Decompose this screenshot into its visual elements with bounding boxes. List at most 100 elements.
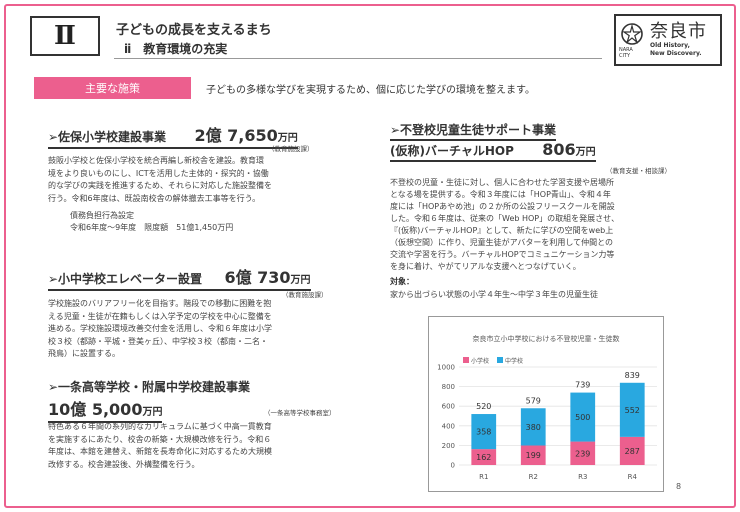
ichijo-project-amount-block: 10億 5,000万円: [48, 396, 163, 423]
ichijo-project-unit: 万円: [142, 407, 163, 418]
elevator-project-amount: 6億 730: [224, 268, 291, 287]
logo-city-text: NARA CITY: [619, 47, 633, 59]
futoko-body-line: となる場を提供する。令和３年度には「HOP青山」、令和４年: [390, 190, 611, 199]
saho-body-line: 境をより良いものにし、ICTを活用した主体的・探究的・協働: [48, 168, 269, 178]
ichijo-body-line: 改修する。校舎建設後、外構整備を行う。: [48, 459, 200, 469]
total-label: 579: [526, 396, 541, 405]
saho-project-unit: 万円: [277, 133, 298, 144]
bar: [619, 436, 645, 465]
y-tick-label: 800: [442, 383, 455, 391]
saho-project-body: 鼓阪小学校と佐保小学校を統合再編し新校舎を建設。教育環 境をより良いものにし、I…: [48, 155, 348, 205]
ichijo-body-line: 年度は、本館を建替え、新館を長寿命化に対応するため大規模: [48, 447, 272, 456]
futoko-body-line: （仮想空間）に作り、児童生徒がアバターを利用して仲間との: [390, 238, 614, 247]
logo-tagline-1: Old History,: [650, 42, 690, 49]
y-tick-label: 600: [442, 403, 455, 411]
elevator-project-body: 学校施設のバリアフリー化を目指す。階段での移動に困難を抱 える児童・生徒が在籍も…: [48, 298, 348, 361]
total-label: 839: [625, 371, 640, 380]
y-tick-label: 1000: [437, 364, 455, 372]
saho-project-amount: 2億 7,650: [194, 126, 278, 145]
bar-value-label: 552: [625, 406, 640, 415]
futoko-body-line: した。令和６年度は、従来の「Web HOP」の取組を発展させ、: [390, 214, 620, 223]
futoko-body-line: を身に着け、やがてリアルな支援へとつなげていく。: [390, 262, 581, 271]
x-tick-label: R3: [578, 473, 587, 481]
ichijo-project-body: 特色ある６年間の系列的なカリキュラムに基づく中高一貫教育 を実施するにあたり、校…: [48, 421, 348, 471]
futoko-project-body: 不登校の児童・生徒に対し、個人に合わせた学習支援や居場所 となる場を提供する。令…: [390, 177, 690, 273]
section-number: Ⅱ: [30, 16, 100, 56]
bar: [520, 445, 546, 465]
logo-name: 奈良市: [650, 21, 707, 42]
bar-value-label: 239: [575, 449, 590, 458]
futoko-body-line: 交流や学習を行う。バーチャルHOPでコミュニケーション力等: [390, 250, 615, 259]
futoko-target: 家から出づらい状態の小学４年生～中学３年生の児童生徒: [390, 290, 598, 299]
futoko-project-unit: 万円: [575, 147, 596, 158]
elevator-project-unit: 万円: [290, 275, 311, 286]
bar-value-label: 287: [625, 447, 640, 456]
legend-swatch: [463, 357, 469, 363]
bar: [520, 408, 546, 446]
futoko-project-heading-2: (仮称)バーチャルHOP 806万円: [390, 140, 596, 162]
legend-label: 中学校: [505, 357, 523, 365]
bar-value-label: 358: [476, 428, 491, 437]
saho-project-dept: （教育施設課）: [268, 145, 314, 153]
ichijo-body-line: を実施するにあたり、校舎の新築・大規模改修を行う。令和６: [48, 434, 272, 444]
bar-value-label: 380: [526, 423, 541, 432]
futoko-project-name2: (仮称)バーチャルHOP: [390, 144, 514, 158]
page-subtitle: ⅱ 教育環境の充実: [124, 42, 228, 56]
elevator-project-heading: ➢小中学校エレベーター設置 6億 730万円: [48, 264, 311, 291]
legend-label: 小学校: [471, 357, 489, 365]
page-frame: [4, 4, 736, 508]
saho-project-name: ➢佐保小学校建設事業: [48, 130, 167, 144]
futoko-body-line: 『(仮称)バーチャルHOP』として、新たに学びの空間をweb上: [390, 226, 614, 235]
x-tick-label: R1: [479, 473, 488, 481]
ichijo-project-dept: （一条高等学校事務室）: [264, 409, 336, 417]
elevator-body-line: 校３校（都跡・平城・登美ヶ丘）、中学校３校（都南・二名・: [48, 336, 268, 346]
x-tick-label: R4: [628, 473, 638, 481]
saho-project-heading: ➢佐保小学校建設事業 2億 7,650万円: [48, 122, 298, 149]
futoko-project-dept: （教育支援・相談課）: [606, 167, 671, 175]
bar: [570, 392, 596, 442]
elevator-body-line: 学校施設のバリアフリー化を目指す。階段での移動に困難を抱: [48, 299, 272, 308]
saho-body-line: 鼓阪小学校と佐保小学校を統合再編し新校舎を建設。教育環: [48, 156, 264, 165]
futoko-project-amount: 806: [542, 140, 576, 159]
chart-title: 奈良市立小中学校における不登校児童・生徒数: [473, 334, 620, 343]
bar: [570, 441, 596, 465]
futoko-body-line: 不登校の児童・生徒に対し、個人に合わせた学習支援や居場所: [390, 178, 614, 187]
bar-value-label: 162: [476, 453, 491, 462]
y-tick-label: 200: [442, 442, 455, 450]
saho-body-line: 的な学びの実践を推進するため、それらに対応した施設整備を: [48, 181, 272, 190]
bar: [471, 449, 497, 465]
x-tick-label: R2: [529, 473, 538, 481]
nara-city-logo: NARA CITY 奈良市 Old History, New Discovery…: [614, 14, 722, 66]
chart-container: 奈良市立小中学校における不登校児童・生徒数 小学校 中学校 0 200 400 600 800…: [428, 316, 664, 492]
saho-body-line: 行う。令和6年度は、既設南校舎の解体撤去工事等を行う。: [48, 193, 261, 203]
logo-tagline-2: New Discovery.: [650, 50, 702, 57]
total-label: 520: [476, 402, 491, 411]
bar: [619, 382, 645, 437]
elevator-project-name: ➢小中学校エレベーター設置: [48, 272, 203, 286]
ichijo-project-amount: 10億 5,000: [48, 400, 143, 419]
header-divider: [114, 58, 602, 59]
futoko-body-line: 度には「HOPあやめ池」の２か所の公設フリースクールを開設: [390, 202, 615, 211]
page-number: 8: [676, 482, 682, 491]
elevator-project-dept: （教育施設課）: [282, 291, 328, 299]
total-label: 739: [575, 381, 590, 390]
elevator-body-line: 飛鳥）に設置する。: [48, 349, 120, 358]
saho-debt-title: 債務負担行為設定: [70, 211, 134, 220]
legend-swatch: [497, 357, 503, 363]
emblem-icon: [621, 23, 643, 45]
saho-debt-detail: 令和6年度～9年度 限度額 51億1,450万円: [70, 223, 234, 232]
main-policy-intro: 子どもの多様な学びを実現するため、個に応じた学びの環境を整えます。: [206, 85, 535, 96]
elevator-body-line: 進める。学校施設環境改善交付金を活用し、令和６年度は小学: [48, 324, 272, 333]
bar: [471, 414, 497, 450]
y-tick-label: 0: [451, 462, 455, 470]
bar-value-label: 199: [526, 451, 541, 460]
main-policy-badge: 主要な施策: [34, 77, 191, 99]
city-emblem: NARA CITY: [619, 21, 645, 59]
futoko-project-name: ➢不登校児童生徒サポート事業: [390, 121, 557, 141]
futoko-target-label: 対象：: [390, 277, 414, 286]
page-title: 子どもの成長を支えるまち: [116, 23, 272, 38]
elevator-body-line: える児童・生徒が在籍もしくは入学予定の学校を中心に整備を: [48, 311, 272, 321]
bar-value-label: 500: [575, 413, 590, 422]
y-tick-label: 400: [442, 422, 455, 430]
